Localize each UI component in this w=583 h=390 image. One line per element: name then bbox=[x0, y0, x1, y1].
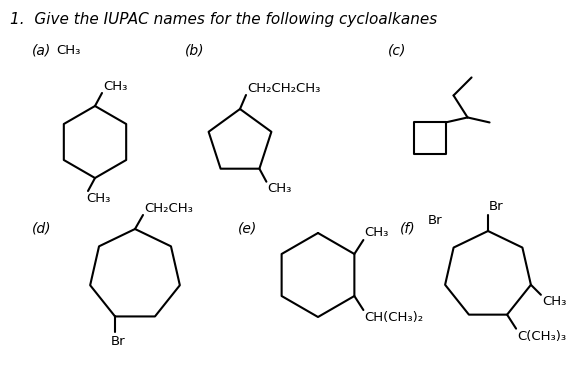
Text: CH₃: CH₃ bbox=[86, 191, 110, 204]
Text: Br: Br bbox=[428, 213, 442, 227]
Text: (c): (c) bbox=[388, 43, 406, 57]
Text: 1.  Give the IUPAC names for the following cycloalkanes: 1. Give the IUPAC names for the followin… bbox=[10, 12, 437, 27]
Text: CH(CH₃)₂: CH(CH₃)₂ bbox=[364, 312, 423, 324]
Text: Br: Br bbox=[489, 200, 504, 213]
Text: (f): (f) bbox=[400, 221, 416, 235]
Text: CH₂CH₂CH₃: CH₂CH₂CH₃ bbox=[247, 82, 321, 94]
Text: (a): (a) bbox=[32, 43, 51, 57]
Text: (b): (b) bbox=[185, 43, 205, 57]
Text: Br: Br bbox=[111, 335, 126, 348]
Text: (e): (e) bbox=[238, 221, 257, 235]
Text: CH₃: CH₃ bbox=[103, 80, 127, 94]
Text: CH₃: CH₃ bbox=[542, 295, 566, 308]
Text: (d): (d) bbox=[32, 221, 51, 235]
Text: CH₃: CH₃ bbox=[56, 44, 80, 57]
Text: CH₃: CH₃ bbox=[268, 182, 292, 195]
Text: CH₂CH₃: CH₂CH₃ bbox=[144, 202, 193, 214]
Text: C(CH₃)₃: C(CH₃)₃ bbox=[517, 330, 566, 343]
Text: CH₃: CH₃ bbox=[364, 227, 389, 239]
